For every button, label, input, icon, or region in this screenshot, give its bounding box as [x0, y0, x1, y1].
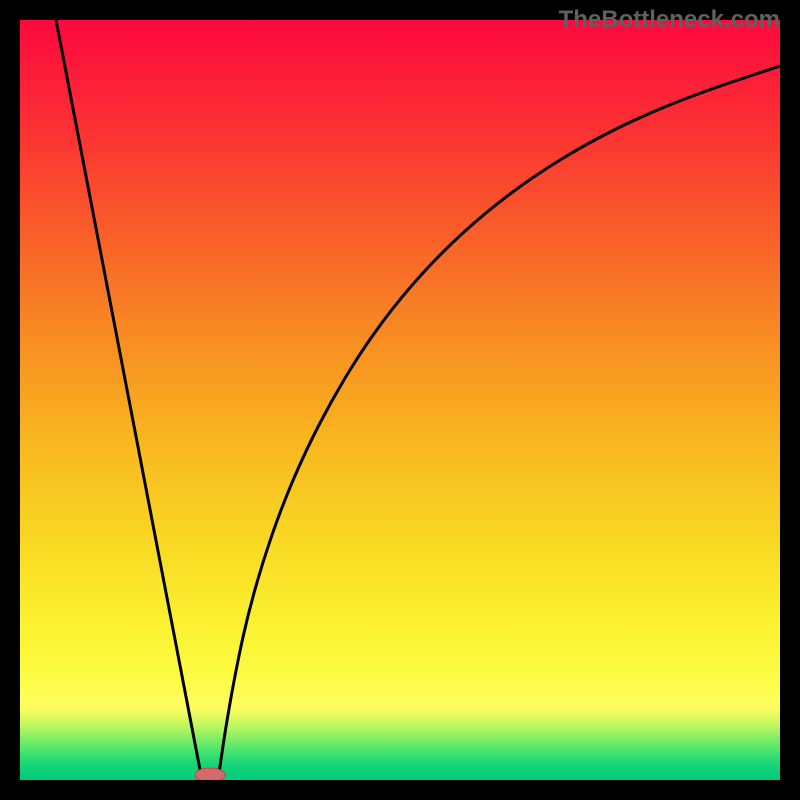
optimal-marker: [195, 768, 225, 782]
bottleneck-chart: [0, 0, 800, 800]
watermark-text: TheBottleneck.com: [559, 6, 780, 34]
chart-container: TheBottleneck.com: [0, 0, 800, 800]
chart-background: [20, 20, 780, 780]
